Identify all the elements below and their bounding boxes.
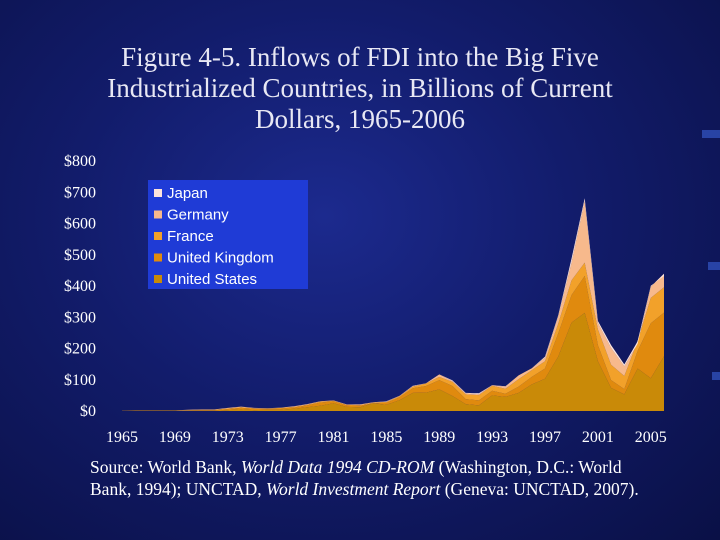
legend-label-united-kingdom: United Kingdom bbox=[167, 250, 274, 267]
y-tick-label: $500 bbox=[64, 247, 96, 264]
decor-bar-2 bbox=[708, 262, 720, 270]
legend-swatch-japan bbox=[154, 189, 162, 197]
decor-bar-1 bbox=[702, 130, 720, 138]
legend-label-germany: Germany bbox=[167, 207, 229, 224]
x-tick-label: 1993 bbox=[476, 429, 508, 446]
source-citation: Source: World Bank, World Data 1994 CD-R… bbox=[90, 456, 650, 500]
title-line-1: Figure 4-5. Inflows of FDI into the Big … bbox=[121, 42, 599, 72]
legend-background bbox=[148, 180, 308, 289]
source-title-1: World Data 1994 CD-ROM bbox=[240, 457, 435, 477]
legend-swatch-france bbox=[154, 232, 162, 240]
y-tick-label: $300 bbox=[64, 309, 96, 326]
legend: Japan Germany France United Kingdom United S… bbox=[148, 180, 308, 289]
legend-swatch-germany bbox=[154, 210, 162, 219]
x-tick-label: 1965 bbox=[106, 429, 138, 446]
x-tick-label: 1977 bbox=[265, 429, 297, 446]
y-tick-label: $200 bbox=[64, 341, 96, 358]
y-tick-label: $400 bbox=[64, 278, 96, 295]
y-tick-label: $600 bbox=[64, 216, 96, 233]
x-tick-label: 2005 bbox=[635, 429, 667, 446]
source-mid: (Washington, D.C.: World Bank, 1994); UN… bbox=[90, 457, 622, 499]
source-suffix: (Geneva: UNCTAD, 2007). bbox=[440, 479, 639, 499]
source-prefix: Source: World Bank, bbox=[90, 457, 241, 477]
title-line-3: Dollars, 1965-2006 bbox=[255, 104, 465, 134]
area-series-group bbox=[122, 198, 664, 411]
legend-swatch-united-states bbox=[154, 275, 162, 283]
x-tick-label: 1969 bbox=[159, 429, 191, 446]
y-tick-label: $700 bbox=[64, 184, 96, 201]
area-france bbox=[122, 262, 664, 411]
title-line-2: Industrialized Countries, in Billions of… bbox=[107, 73, 613, 103]
y-tick-label: $100 bbox=[64, 372, 96, 389]
y-axis: $0 $100 $200 $300 $400 $500 $600 $700 $800 bbox=[64, 153, 96, 420]
x-axis: 1965 1969 1973 1977 1981 1985 1989 1993 1997 2001… bbox=[106, 429, 667, 446]
legend-items: Japan Germany France United Kingdom United S… bbox=[154, 185, 274, 288]
legend-label-france: France bbox=[167, 228, 214, 245]
slide-title: Figure 4-5. Inflows of FDI into the Big … bbox=[60, 42, 660, 135]
x-tick-label: 1973 bbox=[212, 429, 244, 446]
x-tick-label: 2001 bbox=[582, 429, 614, 446]
decor-bar-3 bbox=[712, 372, 720, 380]
x-tick-label: 1985 bbox=[370, 429, 402, 446]
legend-label-japan: Japan bbox=[167, 185, 208, 202]
y-tick-label: $0 bbox=[80, 403, 96, 420]
x-tick-label: 1981 bbox=[318, 429, 350, 446]
fdi-stacked-area-chart: $0$100$200$300$400$500$600$700$800 1965 1… bbox=[64, 153, 667, 446]
area-united-states bbox=[122, 312, 664, 411]
x-tick-label: 1989 bbox=[423, 429, 455, 446]
x-tick-label: 1997 bbox=[529, 429, 561, 446]
legend-swatch-united-kingdom bbox=[154, 253, 162, 262]
legend-label-united-states: United States bbox=[167, 271, 257, 288]
source-title-2: World Investment Report bbox=[266, 479, 441, 499]
area-united-kingdom bbox=[122, 276, 664, 411]
y-tick-label: $800 bbox=[64, 153, 96, 170]
